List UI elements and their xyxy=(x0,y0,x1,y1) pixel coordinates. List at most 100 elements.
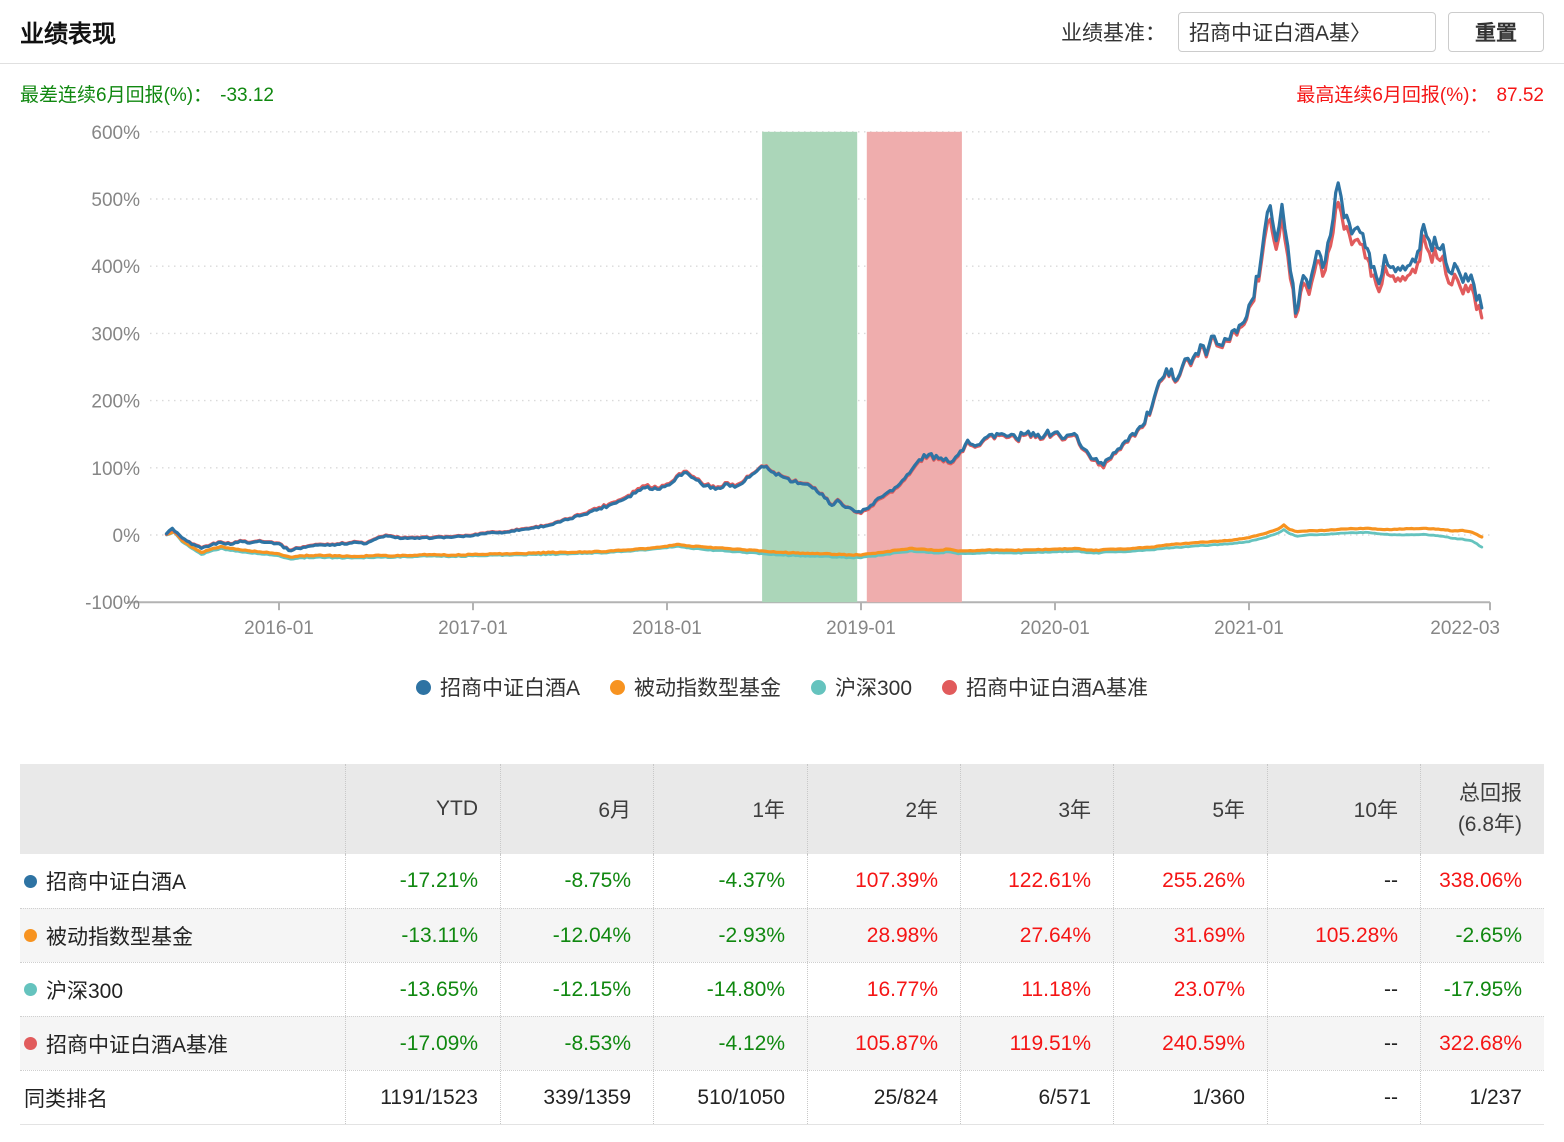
worst-6m-window xyxy=(762,131,858,603)
performance-chart: 600% 500% 400% 300% 200% 100% 0% -100% 2016-01 20… xyxy=(0,113,1564,658)
column-header: 5年 xyxy=(1113,764,1267,854)
value-cell: 27.64% xyxy=(960,909,1113,962)
row-name: 沪深300 xyxy=(20,963,345,1016)
value-cell: -12.15% xyxy=(500,963,653,1016)
benchmark-label: 业绩基准： xyxy=(1061,21,1166,45)
series-line xyxy=(164,523,1484,559)
legend-label: 招商中证白酒A基准 xyxy=(966,677,1149,700)
value-cell: -13.65% xyxy=(345,963,500,1016)
value-cell: 23.07% xyxy=(1113,963,1267,1016)
table-row: 招商中证白酒A -17.21% -8.75% -4.37% 107.39% 122.61%… xyxy=(20,854,1544,908)
best-6m-window xyxy=(866,131,962,603)
value-cell: -14.80% xyxy=(653,963,807,1016)
value-cell: 25/824 xyxy=(807,1071,960,1124)
value-cell: -12.04% xyxy=(500,909,653,962)
value-cell: -2.93% xyxy=(653,909,807,962)
legend-label: 招商中证白酒A xyxy=(439,677,580,700)
svg-text:0%: 0% xyxy=(113,526,141,547)
value-cell: -4.12% xyxy=(653,1017,807,1070)
series-dot-icon xyxy=(24,1037,37,1050)
value-cell: -13.11% xyxy=(345,909,500,962)
value-cell: 11.18% xyxy=(960,963,1113,1016)
svg-text:2018-01: 2018-01 xyxy=(632,618,702,639)
legend-label: 沪深300 xyxy=(834,677,913,700)
table-row: 同类排名 1191/1523 339/1359 510/1050 25/824 6/571… xyxy=(20,1070,1544,1124)
svg-text:400%: 400% xyxy=(91,257,140,278)
column-header: 10年 xyxy=(1267,764,1420,854)
svg-text:300%: 300% xyxy=(91,324,140,345)
value-cell: 6/571 xyxy=(960,1071,1113,1124)
series-dot-icon xyxy=(24,929,37,942)
row-name: 招商中证白酒A基准 xyxy=(20,1017,345,1070)
value-cell: -8.53% xyxy=(500,1017,653,1070)
reset-button[interactable]: 重置 xyxy=(1448,11,1544,52)
page-title: 业绩表现 xyxy=(20,21,116,48)
value-cell: 255.26% xyxy=(1113,854,1267,908)
svg-text:200%: 200% xyxy=(91,392,140,413)
legend-dot-icon xyxy=(609,679,625,695)
value-cell: -17.09% xyxy=(345,1017,500,1070)
stats-row: 最差连续6月回报(%)： -33.12 最高连续6月回报(%)： 87.52 xyxy=(0,80,1564,107)
column-header: 1年 xyxy=(653,764,807,854)
worst-6m-return: 最差连续6月回报(%)： -33.12 xyxy=(20,85,274,106)
column-header: 2年 xyxy=(807,764,960,854)
legend-dot-icon xyxy=(415,679,431,695)
series-dot-icon xyxy=(24,983,37,996)
value-cell: 16.77% xyxy=(807,963,960,1016)
svg-text:2019-01: 2019-01 xyxy=(826,618,896,639)
value-cell: 1/237 xyxy=(1420,1071,1544,1124)
chart-legend: 招商中证白酒A 被动指数型基金 沪深300 招商中证白酒A基准 xyxy=(0,672,1564,702)
legend-item[interactable]: 招商中证白酒A基准 xyxy=(942,672,1148,702)
svg-text:2022-03: 2022-03 xyxy=(1430,618,1500,639)
legend-item[interactable]: 招商中证白酒A xyxy=(415,672,580,702)
value-cell: 31.69% xyxy=(1113,909,1267,962)
best-6m-return: 最高连续6月回报(%)： 87.52 xyxy=(1296,85,1544,106)
legend-item[interactable]: 沪深300 xyxy=(810,672,913,702)
value-cell: -17.95% xyxy=(1420,963,1544,1016)
svg-text:2021-01: 2021-01 xyxy=(1214,618,1284,639)
row-name: 招商中证白酒A xyxy=(20,854,345,908)
value-cell: 322.68% xyxy=(1420,1017,1544,1070)
value-cell: 105.28% xyxy=(1267,909,1420,962)
value-cell: 1/360 xyxy=(1113,1071,1267,1124)
svg-text:100%: 100% xyxy=(91,459,140,480)
value-cell: 105.87% xyxy=(807,1017,960,1070)
svg-text:2016-01: 2016-01 xyxy=(244,618,314,639)
table-row: 被动指数型基金 -13.11% -12.04% -2.93% 28.98% 27.64% 3… xyxy=(20,908,1544,962)
value-cell: -8.75% xyxy=(500,854,653,908)
value-cell: -- xyxy=(1267,854,1420,908)
svg-text:500%: 500% xyxy=(91,190,140,211)
value-cell: -4.37% xyxy=(653,854,807,908)
column-header: 3年 xyxy=(960,764,1113,854)
legend-label: 被动指数型基金 xyxy=(633,677,781,700)
header-controls: 业绩基准： 招商中证白酒A基〉 重置 xyxy=(1061,11,1544,52)
legend-item[interactable]: 被动指数型基金 xyxy=(609,672,781,702)
svg-text:600%: 600% xyxy=(91,123,140,144)
legend-dot-icon xyxy=(942,679,958,695)
row-name: 同类排名 xyxy=(24,1087,108,1111)
value-cell: -2.65% xyxy=(1420,909,1544,962)
series-line xyxy=(164,181,1484,553)
svg-text:2017-01: 2017-01 xyxy=(438,618,508,639)
table-row: 招商中证白酒A基准 -17.09% -8.53% -4.12% 105.87% 119.5… xyxy=(20,1016,1544,1070)
column-header: YTD xyxy=(345,764,500,854)
value-cell: 338.06% xyxy=(1420,854,1544,908)
benchmark-select[interactable]: 招商中证白酒A基〉 xyxy=(1178,11,1436,52)
legend-dot-icon xyxy=(810,679,826,695)
value-cell: -17.21% xyxy=(345,854,500,908)
row-name: 被动指数型基金 xyxy=(20,909,345,962)
value-cell: 240.59% xyxy=(1113,1017,1267,1070)
series-dot-icon xyxy=(24,874,37,888)
value-cell: 28.98% xyxy=(807,909,960,962)
value-cell: 510/1050 xyxy=(653,1071,807,1124)
value-cell: 339/1359 xyxy=(500,1071,653,1124)
value-cell: -- xyxy=(1267,963,1420,1016)
value-cell: 1191/1523 xyxy=(345,1071,500,1124)
performance-table: YTD 6月 1年 2年 3年 5年 10年 总回报 (6.8年) 招商中证白酒A -17.21% -… xyxy=(20,764,1544,1125)
value-cell: 119.51% xyxy=(960,1017,1113,1070)
svg-text:-100%: -100% xyxy=(85,593,140,614)
column-header: 6月 xyxy=(500,764,653,854)
table-row: 沪深300 -13.65% -12.15% -14.80% 16.77% 11.18% 23… xyxy=(20,962,1544,1016)
series-line xyxy=(165,528,1484,561)
column-header-total-return: 总回报 (6.8年) xyxy=(1420,764,1544,854)
